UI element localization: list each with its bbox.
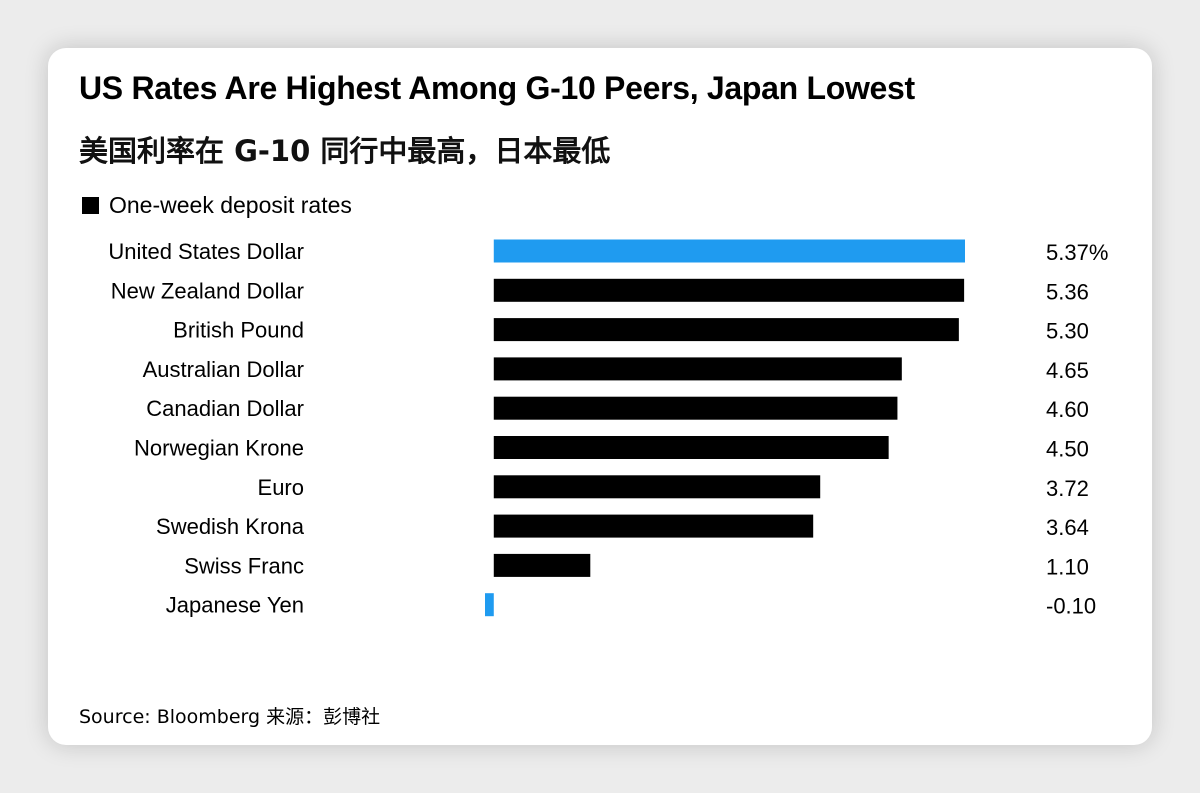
value-label: 4.65 [1046,358,1089,383]
category-label: Euro [258,475,304,500]
bar [493,514,814,538]
bar [493,278,965,302]
value-label: 4.50 [1046,437,1089,462]
value-label: 4.60 [1046,397,1089,422]
bar [493,475,821,499]
category-label: Swiss Franc [184,553,304,578]
bar [493,396,898,420]
bar [485,593,494,617]
category-label: Japanese Yen [166,593,304,618]
category-label: United States Dollar [108,239,304,264]
category-label: Australian Dollar [143,357,304,382]
category-label: Norwegian Krone [134,436,304,461]
bar [493,436,889,459]
category-label: New Zealand Dollar [111,278,304,303]
bar [493,357,902,381]
bar [493,318,959,342]
category-label: British Pound [173,318,304,343]
value-label: 3.72 [1046,476,1089,501]
chart-subtitle: 美国利率在 G-10 同行中最高，日本最低 [79,134,611,168]
value-label: 5.37% [1046,240,1108,265]
bar [493,553,591,577]
category-label: Canadian Dollar [146,396,304,421]
bar [493,239,965,263]
chart-card [48,48,1152,745]
value-label: 5.30 [1046,319,1089,344]
value-label: 1.10 [1046,554,1089,579]
value-label: 3.64 [1046,515,1089,540]
legend-swatch [82,197,99,214]
category-label: Swedish Krona [156,514,305,539]
chart-legend: One-week deposit rates [82,192,352,219]
source-note: Source: Bloomberg 来源：彭博社 [79,706,381,728]
value-label: 5.36 [1046,279,1089,304]
legend-label: One-week deposit rates [109,192,352,218]
value-label: -0.10 [1046,594,1096,619]
chart-title: US Rates Are Highest Among G-10 Peers, J… [79,70,915,106]
